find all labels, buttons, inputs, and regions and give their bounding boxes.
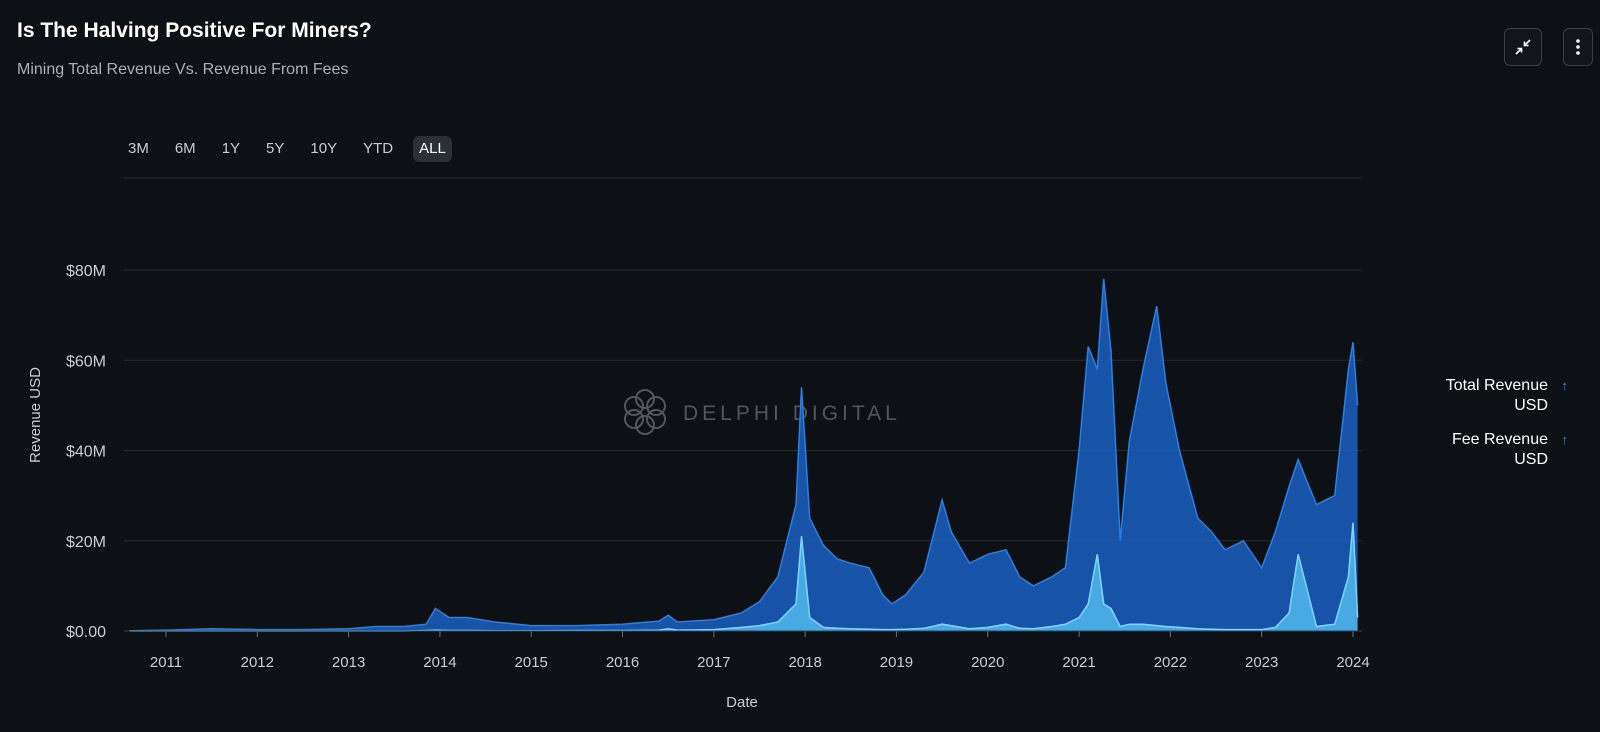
legend-item-total-revenue[interactable]: Total Revenue USD ↑ bbox=[1418, 376, 1570, 416]
x-tick-label: 2024 bbox=[1336, 654, 1369, 671]
y-tick-label: $60M bbox=[66, 353, 106, 370]
area-total-revenue bbox=[129, 279, 1358, 631]
x-tick-label: 2022 bbox=[1154, 654, 1187, 671]
y-axis-label: Revenue USD bbox=[27, 367, 44, 463]
x-tick-label: 2023 bbox=[1245, 654, 1278, 671]
range-5y-button[interactable]: 5Y bbox=[266, 140, 285, 157]
chart-subtitle: Mining Total Revenue Vs. Revenue From Fe… bbox=[17, 61, 349, 78]
x-axis-ticks: 2011 2012 2013 2014 2015 2016 2017 2018 2019 2020… bbox=[124, 630, 1370, 671]
y-tick-label: $40M bbox=[66, 444, 106, 461]
x-axis-label: Date bbox=[726, 694, 758, 711]
watermark: DELPHI DIGITAL bbox=[624, 389, 901, 435]
x-tick-label: 2020 bbox=[971, 654, 1004, 671]
collapse-arrows-icon bbox=[1515, 39, 1531, 55]
x-tick-label: 2021 bbox=[1062, 654, 1095, 671]
x-tick-label: 2018 bbox=[788, 654, 821, 671]
sort-arrow-icon: ↑ bbox=[1561, 378, 1569, 393]
range-selector: 3M 6M 1Y 5Y 10Y YTD ALL bbox=[122, 136, 452, 162]
range-10y-button[interactable]: 10Y bbox=[310, 140, 338, 157]
legend-label: Fee Revenue USD bbox=[1451, 431, 1548, 468]
y-tick-label: $20M bbox=[66, 534, 106, 551]
range-1y-button[interactable]: 1Y bbox=[221, 140, 241, 157]
chart-title: Is The Halving Positive For Miners? bbox=[17, 19, 372, 42]
range-ytd-button[interactable]: YTD bbox=[363, 140, 394, 157]
x-tick-label: 2019 bbox=[880, 654, 913, 671]
x-tick-label: 2016 bbox=[606, 654, 639, 671]
legend-item-fee-revenue[interactable]: Fee Revenue USD ↑ bbox=[1418, 430, 1570, 470]
collapse-button[interactable] bbox=[1504, 28, 1542, 66]
more-options-button[interactable] bbox=[1563, 28, 1593, 66]
watermark-text: DELPHI DIGITAL bbox=[683, 402, 901, 425]
range-6m-button[interactable]: 6M bbox=[174, 140, 196, 157]
range-3m-button[interactable]: 3M bbox=[128, 140, 149, 157]
legend-label: Total Revenue USD bbox=[1445, 377, 1548, 414]
range-all-button[interactable]: ALL bbox=[413, 136, 452, 162]
x-tick-label: 2011 bbox=[150, 654, 182, 671]
y-axis-ticks: $0.00 $20M $40M $60M $80M bbox=[66, 263, 106, 641]
series-areas bbox=[129, 278, 1359, 632]
legend: Total Revenue USD ↑ Fee Revenue USD ↑ bbox=[1418, 376, 1570, 484]
y-tick-label: $0.00 bbox=[66, 624, 106, 641]
vertical-dots-icon bbox=[1576, 39, 1580, 55]
line-total-revenue bbox=[129, 278, 1359, 632]
sort-arrow-icon: ↑ bbox=[1561, 432, 1569, 447]
x-tick-label: 2013 bbox=[332, 654, 365, 671]
delphi-logo-icon bbox=[624, 389, 666, 435]
x-tick-label: 2015 bbox=[515, 654, 548, 671]
y-tick-label: $80M bbox=[66, 263, 106, 280]
x-tick-label: 2017 bbox=[697, 654, 730, 671]
x-tick-label: 2012 bbox=[241, 654, 274, 671]
x-tick-label: 2014 bbox=[423, 654, 456, 671]
